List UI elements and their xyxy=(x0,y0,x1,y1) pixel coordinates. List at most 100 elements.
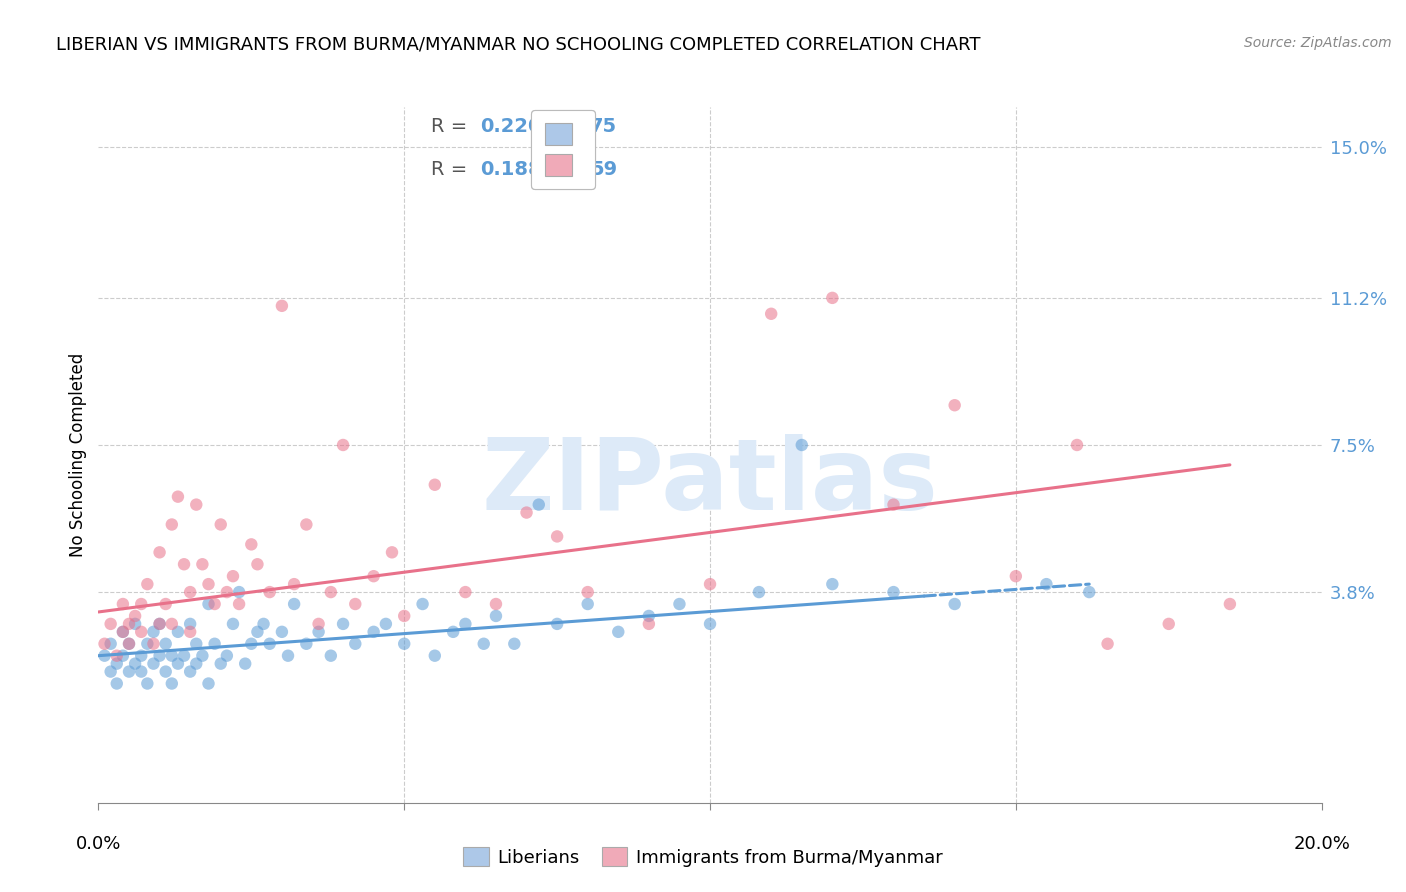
Point xyxy=(943,597,966,611)
Point xyxy=(233,657,256,671)
Point xyxy=(142,637,165,651)
Point xyxy=(111,624,134,639)
Point xyxy=(637,609,661,624)
Point xyxy=(485,597,508,611)
Point xyxy=(454,585,477,599)
Point xyxy=(160,517,183,532)
Point xyxy=(105,648,128,663)
Point xyxy=(270,299,292,313)
Text: N =: N = xyxy=(531,161,588,179)
Point xyxy=(516,506,538,520)
Legend: , : , xyxy=(531,110,595,189)
Point xyxy=(392,609,416,624)
Text: 0.188: 0.188 xyxy=(479,161,541,179)
Point xyxy=(546,529,568,543)
Point xyxy=(228,585,250,599)
Point xyxy=(179,585,201,599)
Point xyxy=(155,597,177,611)
Point xyxy=(607,624,630,639)
Point xyxy=(668,597,690,611)
Point xyxy=(546,616,568,631)
Point xyxy=(191,648,214,663)
Point xyxy=(283,577,305,591)
Point xyxy=(149,616,172,631)
Point xyxy=(100,665,122,679)
Point xyxy=(186,637,208,651)
Point xyxy=(100,616,122,631)
Point xyxy=(308,616,330,631)
Text: Source: ZipAtlas.com: Source: ZipAtlas.com xyxy=(1244,36,1392,50)
Point xyxy=(105,676,128,690)
Point xyxy=(1004,569,1026,583)
Point xyxy=(197,676,219,690)
Point xyxy=(883,585,905,599)
Point xyxy=(93,648,115,663)
Point xyxy=(485,609,508,624)
Point xyxy=(228,597,250,611)
Point xyxy=(142,624,165,639)
Point xyxy=(454,616,477,631)
Point xyxy=(441,624,464,639)
Point xyxy=(129,648,152,663)
Point xyxy=(167,624,190,639)
Text: R =: R = xyxy=(432,161,474,179)
Point xyxy=(179,624,201,639)
Point xyxy=(167,657,190,671)
Text: 20.0%: 20.0% xyxy=(1294,835,1350,853)
Point xyxy=(363,624,385,639)
Point xyxy=(129,665,152,679)
Point xyxy=(204,637,226,651)
Point xyxy=(111,624,134,639)
Point xyxy=(1219,597,1241,611)
Text: 75: 75 xyxy=(591,117,617,136)
Point xyxy=(124,657,146,671)
Point xyxy=(179,665,201,679)
Legend: Liberians, Immigrants from Burma/Myanmar: Liberians, Immigrants from Burma/Myanmar xyxy=(456,840,950,874)
Point xyxy=(246,624,269,639)
Point xyxy=(423,648,446,663)
Point xyxy=(1066,438,1088,452)
Point xyxy=(124,616,146,631)
Point xyxy=(503,637,526,651)
Point xyxy=(472,637,495,651)
Point xyxy=(821,577,844,591)
Point xyxy=(759,307,782,321)
Text: N =: N = xyxy=(531,117,588,136)
Text: 0.0%: 0.0% xyxy=(76,835,121,853)
Point xyxy=(118,616,141,631)
Point xyxy=(1157,616,1180,631)
Point xyxy=(173,558,195,572)
Point xyxy=(277,648,299,663)
Point xyxy=(576,597,599,611)
Point xyxy=(136,577,159,591)
Point xyxy=(197,597,219,611)
Point xyxy=(943,398,966,412)
Point xyxy=(699,577,721,591)
Point xyxy=(222,616,245,631)
Point xyxy=(270,624,292,639)
Text: ZIPatlas: ZIPatlas xyxy=(482,434,938,532)
Point xyxy=(576,585,599,599)
Point xyxy=(191,558,214,572)
Point xyxy=(105,657,128,671)
Point xyxy=(363,569,385,583)
Point xyxy=(186,498,208,512)
Point xyxy=(118,665,141,679)
Text: 0.220: 0.220 xyxy=(479,117,541,136)
Point xyxy=(392,637,416,651)
Point xyxy=(295,637,318,651)
Point xyxy=(93,637,115,651)
Point xyxy=(160,648,183,663)
Point xyxy=(1035,577,1057,591)
Point xyxy=(374,616,396,631)
Point xyxy=(821,291,844,305)
Point xyxy=(142,657,165,671)
Point xyxy=(118,637,141,651)
Point xyxy=(149,648,172,663)
Point xyxy=(1097,637,1119,651)
Point xyxy=(319,585,342,599)
Point xyxy=(319,648,342,663)
Point xyxy=(527,498,550,512)
Point xyxy=(748,585,770,599)
Point xyxy=(412,597,434,611)
